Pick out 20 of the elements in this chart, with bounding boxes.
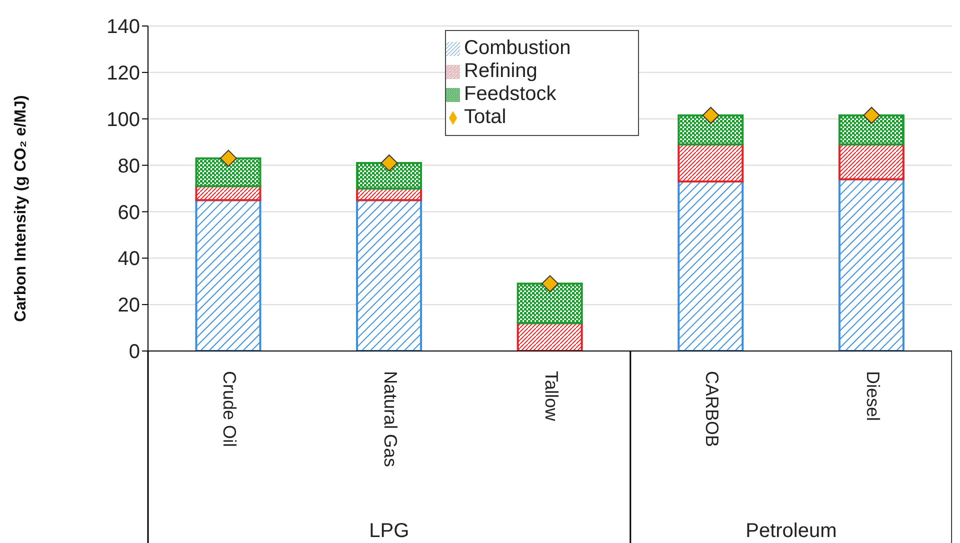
legend-label: Refining [464, 60, 538, 82]
text: LPG [369, 520, 410, 542]
legend-label: Combustion [464, 37, 571, 59]
y-tick-label: 20 [118, 294, 140, 317]
x-tick-label: Tallow [541, 371, 562, 422]
y-tick-label: 40 [118, 248, 140, 270]
x-tick-label: Crude Oil [220, 371, 240, 448]
x-tick-label: Diesel [862, 371, 883, 422]
legend-label: Feedstock [464, 83, 556, 105]
y-tick-label: 80 [118, 155, 140, 178]
y-tick-label: 0 [128, 341, 140, 364]
y-tick-label: 60 [118, 202, 140, 224]
x-tick-label: CARBOB [702, 371, 722, 448]
y-tick-label: 100 [106, 108, 140, 131]
y-tick-label: 140 [106, 16, 140, 38]
text: Petroleum [746, 520, 837, 542]
y-tick-label: 120 [106, 62, 140, 85]
x-tick-label: Natural Gas [380, 371, 400, 468]
legend-label: Total [464, 106, 506, 128]
y-axis-title: Carbon Intensity (g CO₂ e/MJ) [12, 95, 30, 322]
